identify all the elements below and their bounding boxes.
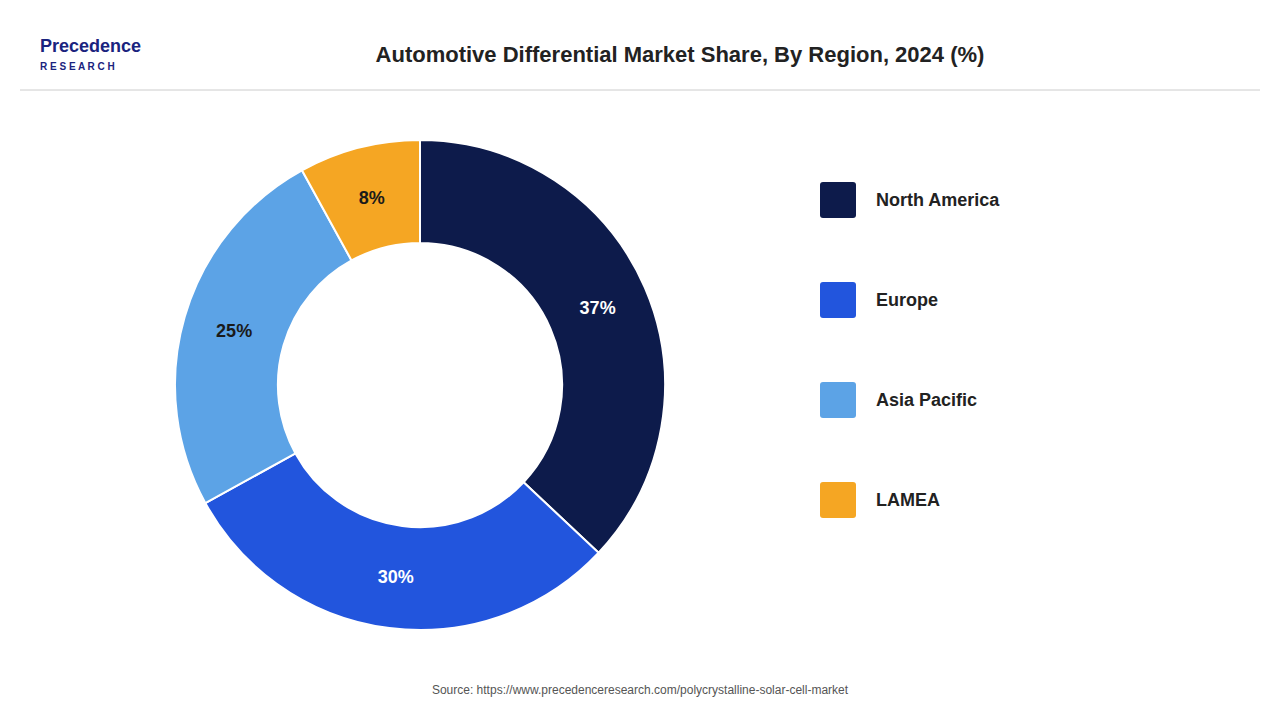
chart-container: Precedence R E S E A R C H Automotive Diff… <box>0 0 1280 720</box>
legend-label: Asia Pacific <box>876 390 977 410</box>
donut-slice <box>302 140 420 260</box>
logo-line: R E S E A R C H <box>40 61 115 72</box>
chart-svg: Precedence R E S E A R C H Automotive Diff… <box>0 0 1280 720</box>
data-label: 30% <box>378 567 414 587</box>
background <box>0 0 1280 720</box>
legend-label: North America <box>876 190 1000 210</box>
data-label: 8% <box>359 188 385 208</box>
legend-swatch <box>820 482 856 518</box>
source: Source: https://www.precedenceresearch.c… <box>432 683 849 697</box>
legend-label: LAMEA <box>876 490 940 510</box>
title: Automotive Differential Market Share, By… <box>376 42 985 67</box>
data-label: 37% <box>580 298 616 318</box>
legend-label: Europe <box>876 290 938 310</box>
legend-swatch <box>820 282 856 318</box>
legend-swatch <box>820 182 856 218</box>
donut-slice <box>205 453 598 630</box>
title-separator <box>20 90 1260 91</box>
data-labels: 37% 30% 25% 8% <box>216 188 616 587</box>
logo-line: Precedence <box>40 36 141 56</box>
donut-slice <box>420 140 665 553</box>
legend: North America Europe Asia Pacific LAMEA <box>820 182 1000 518</box>
legend-swatch <box>820 382 856 418</box>
donut-slice <box>175 170 352 503</box>
donut-slices <box>175 140 665 630</box>
data-label: 25% <box>216 321 252 341</box>
